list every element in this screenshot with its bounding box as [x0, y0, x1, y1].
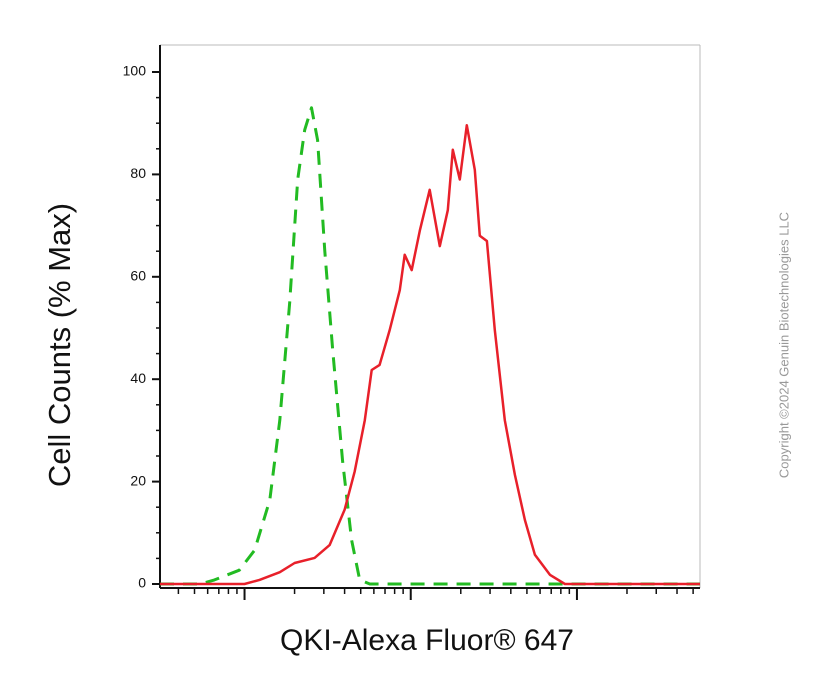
- y-tick-label: 60: [130, 268, 146, 284]
- y-tick-label: 100: [123, 63, 147, 79]
- watermark: Copyright ©2024 Genuin Biotechnologies L…: [776, 212, 791, 478]
- x-axis-title: QKI-Alexa Fluor® 647: [280, 624, 574, 657]
- y-tick-label: 20: [130, 472, 146, 488]
- y-tick-label: 40: [130, 370, 146, 386]
- y-axis-title: Cell Counts (% Max): [42, 203, 77, 487]
- series-line: [160, 106, 700, 586]
- y-tick-label: 80: [130, 165, 146, 181]
- series-line: [160, 123, 700, 586]
- y-tick-label: 0: [138, 575, 146, 591]
